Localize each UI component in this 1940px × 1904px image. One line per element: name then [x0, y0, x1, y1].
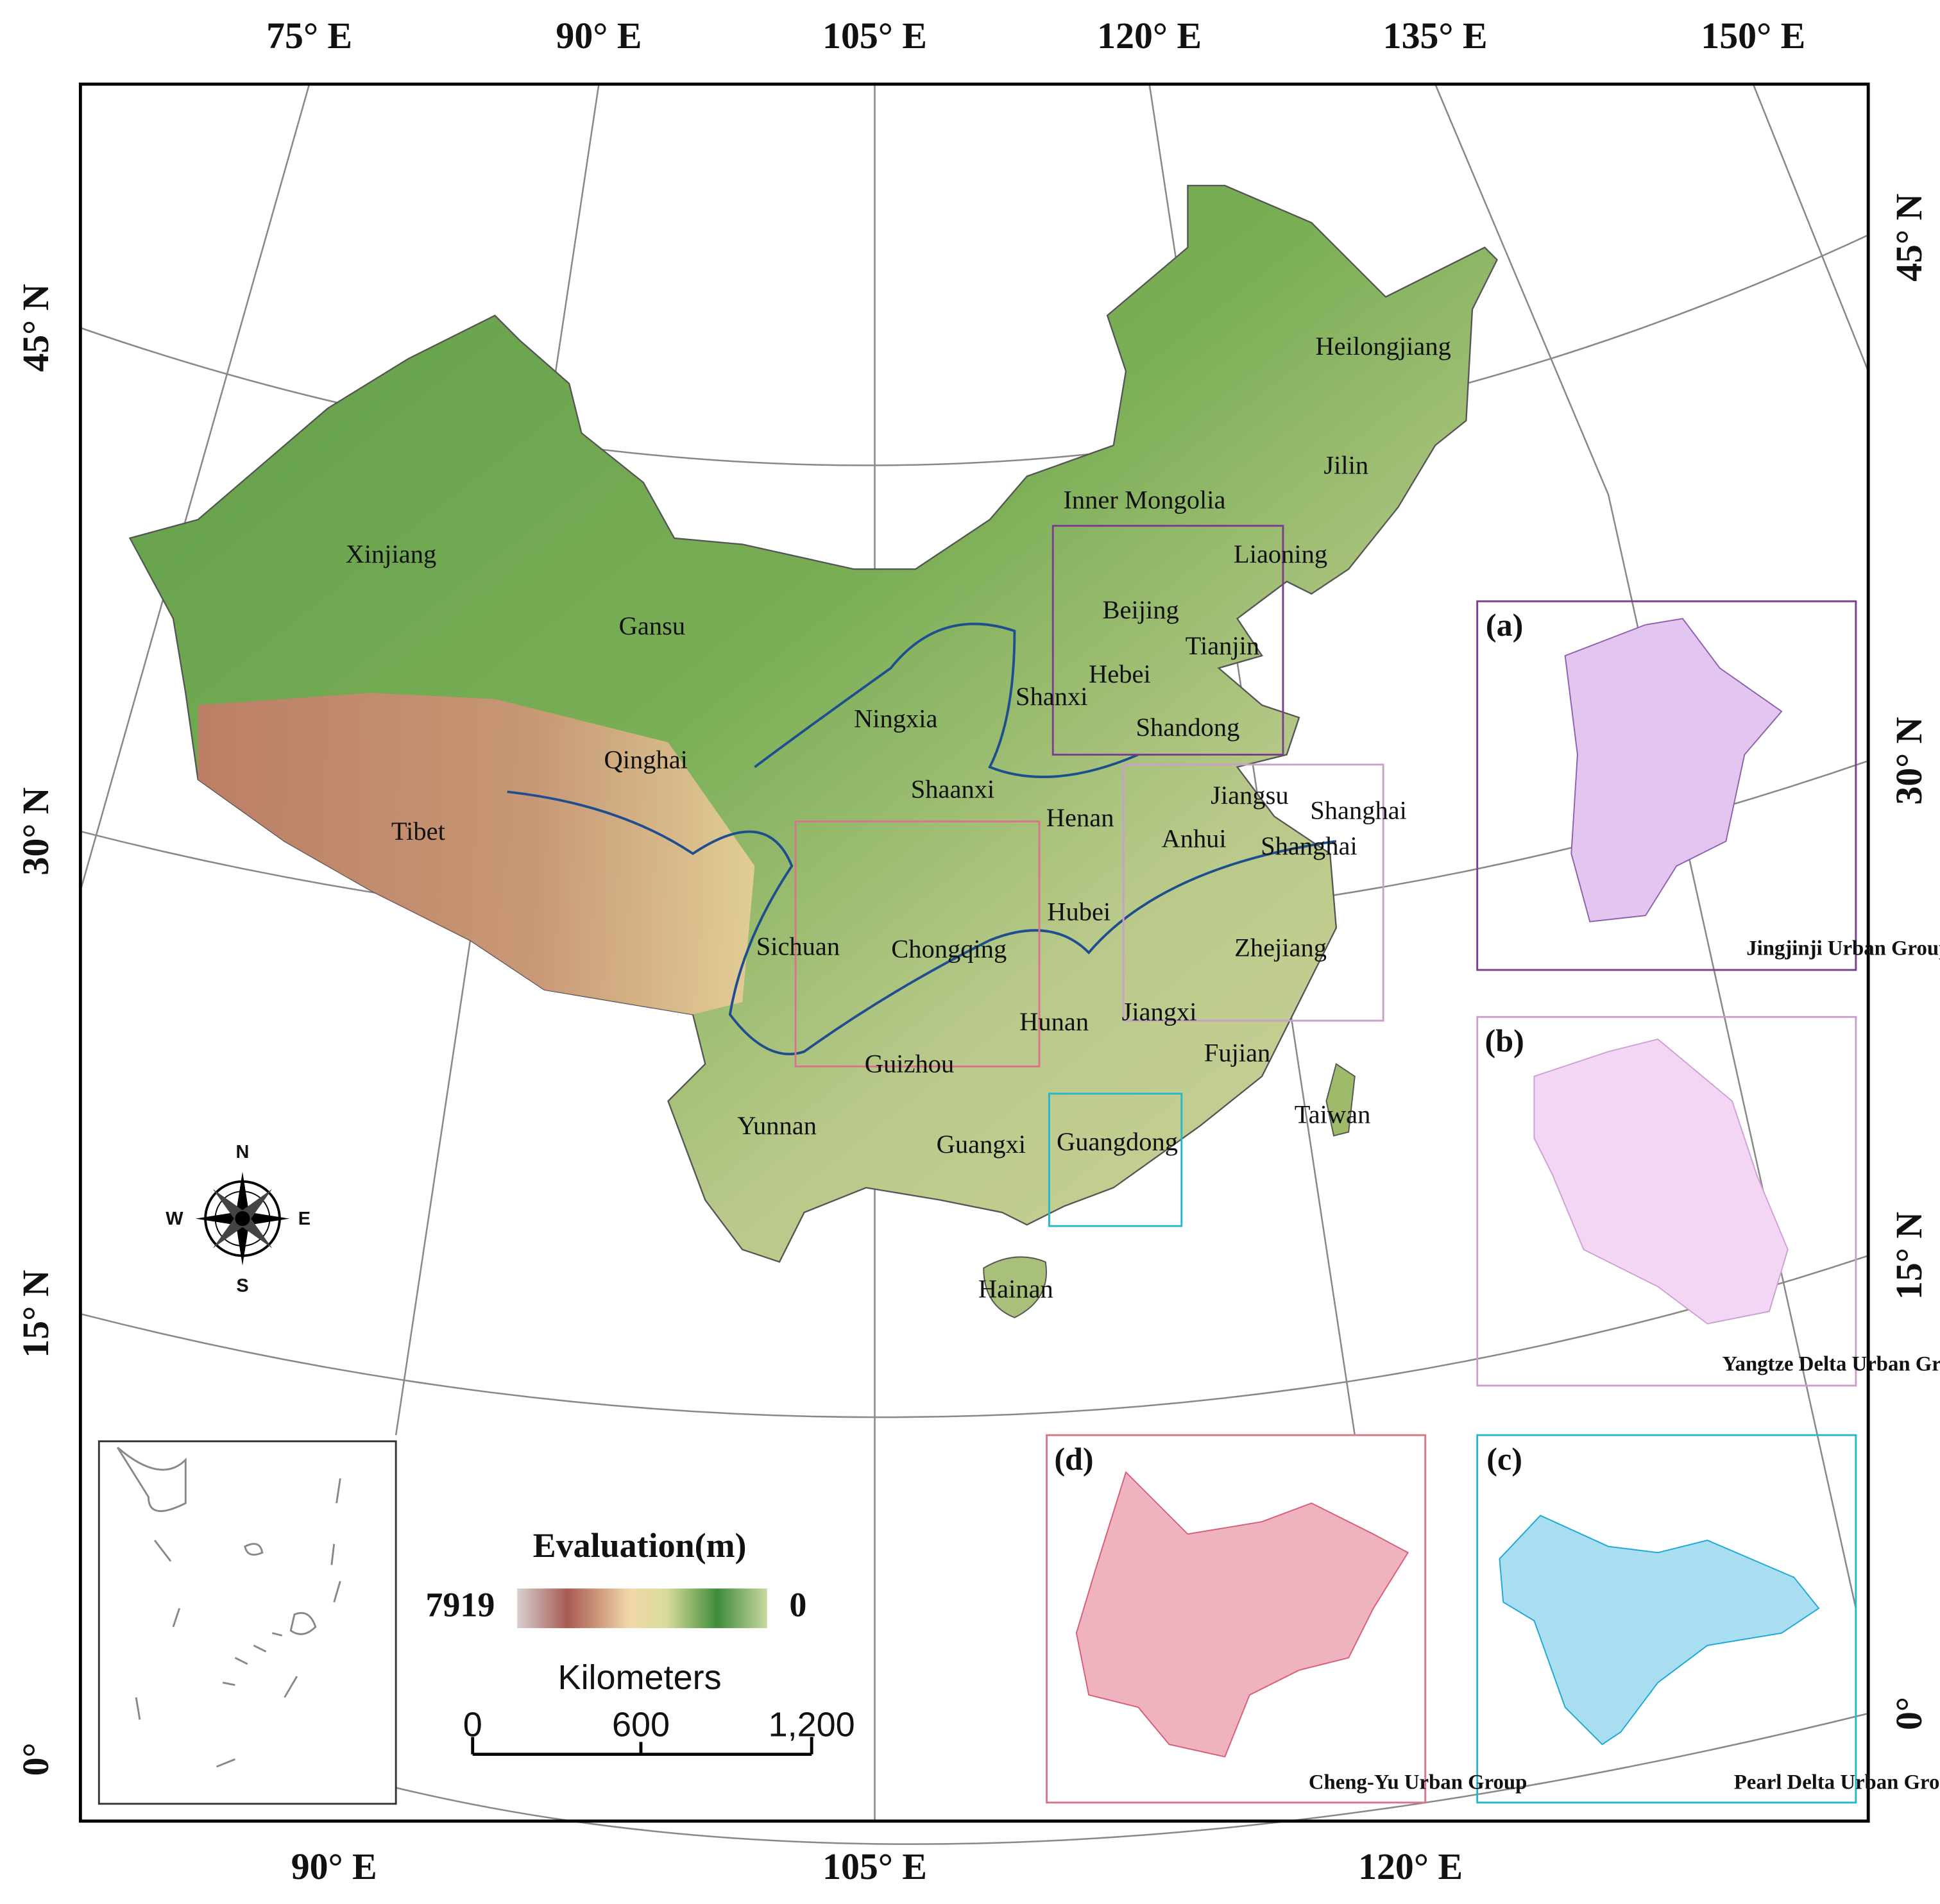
compass-letter: N — [236, 1142, 250, 1162]
graticule-label: 45° N — [1888, 193, 1930, 281]
compass-rose — [195, 1171, 290, 1266]
scale-tick-label: 1,200 — [769, 1705, 855, 1744]
graticule-label: 0° — [15, 1742, 56, 1776]
inset-tag: (c) — [1486, 1441, 1522, 1477]
plateau-relief — [198, 692, 755, 1015]
graticule-label: 120° E — [1097, 15, 1202, 56]
graticule-label: 30° N — [1888, 717, 1930, 804]
province-label: Henan — [1046, 803, 1114, 832]
graticule-label: 15° N — [15, 1270, 56, 1357]
province-label: Shanghai — [1310, 795, 1407, 824]
province-label: Beijing — [1103, 595, 1179, 624]
graticule-label: 135° E — [1383, 15, 1488, 56]
inset-frames — [1046, 600, 1857, 1804]
graticule-label: 0° — [1888, 1697, 1930, 1730]
hainan — [983, 1256, 1047, 1318]
compass-letter: W — [166, 1209, 183, 1229]
province-label: Shanxi — [1016, 682, 1087, 711]
province-label: Shanghai — [1261, 831, 1357, 860]
province-label: Shaanxi — [911, 775, 994, 804]
river — [754, 622, 1139, 778]
province-label: Taiwan — [1295, 1100, 1371, 1129]
graticule-label: 120° E — [1358, 1846, 1463, 1887]
legend-title: Evaluation(m) — [533, 1526, 747, 1565]
river — [507, 790, 1337, 1055]
province-label: Guizhou — [865, 1050, 954, 1078]
province-label: Chongqing — [891, 934, 1007, 963]
graticule-label: 30° N — [15, 787, 56, 875]
province-label: Jiangsu — [1211, 781, 1288, 810]
province-label: Hainan — [978, 1275, 1053, 1304]
graticule-label: 15° N — [1888, 1212, 1930, 1300]
scale-bar — [471, 1737, 813, 1756]
province-label: Guangdong — [1057, 1127, 1178, 1156]
inset-shapes — [1075, 618, 1820, 1758]
province-label: Fujian — [1204, 1038, 1270, 1067]
region-boxes — [794, 525, 1384, 1227]
inset-tag: (a) — [1486, 607, 1523, 643]
scale-tick-label: 0 — [463, 1705, 482, 1744]
inset-tag: (b) — [1485, 1023, 1524, 1058]
inset-title: Yangtze Delta Urban Group — [1723, 1353, 1940, 1376]
province-label: Liaoning — [1234, 540, 1327, 568]
inset-title: Jingjinji Urban Group — [1746, 937, 1940, 960]
inset-title: Pearl Delta Urban Group — [1734, 1771, 1940, 1794]
compass-letter: S — [236, 1275, 248, 1296]
graticule-label: 45° N — [15, 284, 56, 371]
elevation-ramp — [517, 1588, 767, 1628]
graticule-label: 105° E — [822, 15, 927, 56]
graticule-label: 90° E — [291, 1846, 377, 1887]
province-label: Hunan — [1019, 1007, 1089, 1036]
province-label: Jilin — [1323, 450, 1368, 479]
province-label: Xinjiang — [346, 540, 437, 568]
province-label: Gansu — [619, 611, 685, 640]
province-label: Qinghai — [604, 745, 687, 774]
graticule-label: 90° E — [556, 15, 642, 56]
graticule-label: 105° E — [822, 1846, 927, 1887]
province-label: Jiangxi — [1122, 998, 1197, 1026]
province-label: Yunnan — [737, 1111, 817, 1140]
scale-tick-label: 600 — [612, 1705, 670, 1744]
province-label: Shandong — [1136, 713, 1239, 742]
south-sea-inset — [98, 1440, 397, 1805]
graticule-label: 150° E — [1701, 15, 1805, 56]
province-label: Ningxia — [854, 704, 937, 733]
graticule-label: 75° E — [266, 15, 352, 56]
compass-letter: E — [298, 1209, 311, 1229]
province-label: Heilongjiang — [1315, 332, 1451, 361]
legend-low: 0 — [789, 1585, 806, 1624]
province-label: Inner Mongolia — [1063, 485, 1225, 514]
province-label: Hebei — [1089, 659, 1151, 688]
south-sea-islands — [116, 1447, 341, 1768]
inset-title: Cheng-Yu Urban Group — [1309, 1771, 1527, 1794]
province-label: Anhui — [1161, 824, 1226, 853]
taiwan — [1325, 1062, 1356, 1137]
legend-high: 7919 — [425, 1585, 495, 1624]
map-frame — [78, 82, 1870, 1823]
province-label: Tianjin — [1186, 631, 1260, 660]
province-label: Sichuan — [756, 931, 840, 960]
province-label: Zhejiang — [1234, 933, 1327, 962]
province-label: Tibet — [391, 817, 446, 846]
province-label: Guangxi — [937, 1130, 1026, 1159]
province-label: Hubei — [1047, 897, 1110, 926]
inset-tag: (d) — [1054, 1441, 1093, 1477]
scale-title: Kilometers — [558, 1658, 722, 1697]
